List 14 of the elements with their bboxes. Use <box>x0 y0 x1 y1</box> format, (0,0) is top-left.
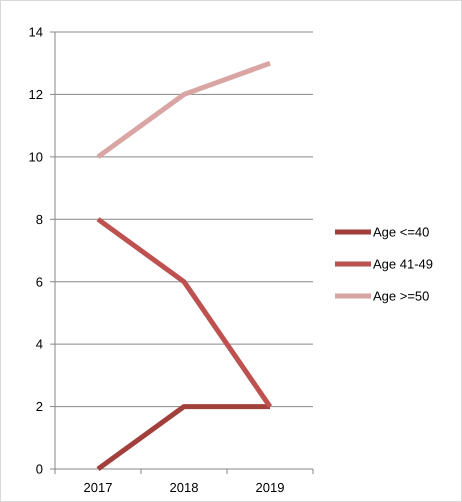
legend-label: Age 41-49 <box>373 256 433 272</box>
x-tick-label: 2019 <box>256 480 284 495</box>
y-tick-label: 0 <box>36 462 43 477</box>
y-tick-label: 8 <box>36 212 43 227</box>
y-tick-label: 6 <box>36 274 43 290</box>
x-tick-label: 2018 <box>170 480 198 495</box>
x-tick-label: 2017 <box>84 480 112 495</box>
legend-label: Age <=40 <box>373 224 430 240</box>
y-tick-label: 4 <box>36 336 43 352</box>
y-tick-label: 14 <box>28 24 43 40</box>
legend-label: Age >=50 <box>373 288 430 304</box>
y-tick-label: 12 <box>28 86 43 102</box>
y-tick-label: 2 <box>36 399 43 414</box>
y-tick-label: 10 <box>28 149 43 164</box>
